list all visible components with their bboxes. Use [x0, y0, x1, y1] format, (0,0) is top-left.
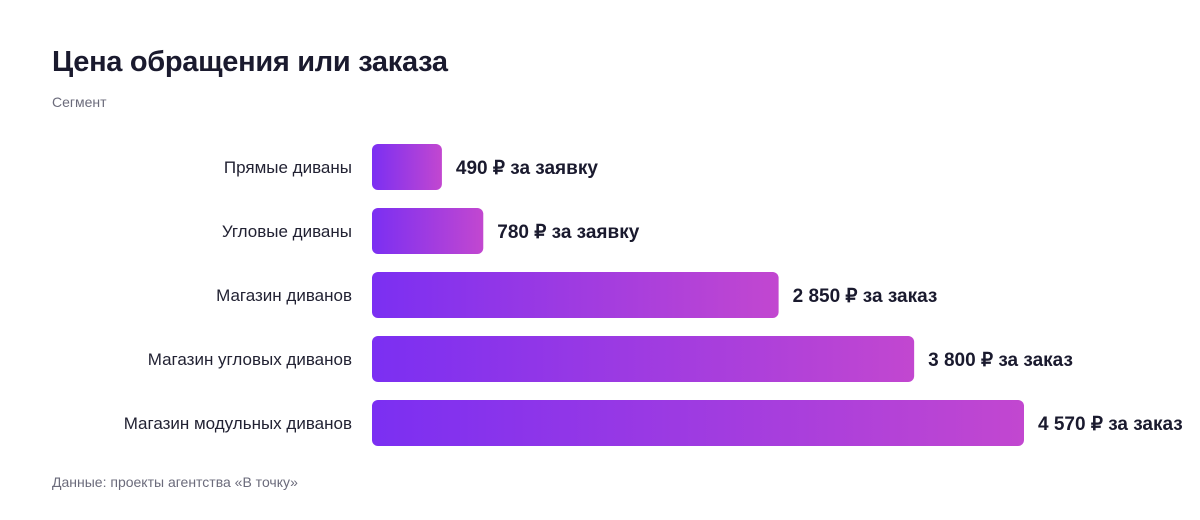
category-label: Магазин диванов	[216, 286, 352, 305]
bar	[372, 272, 779, 318]
bars-layer: Прямые диваны 490 ₽ за заявку Угловые дива…	[124, 144, 1183, 446]
bar	[372, 208, 484, 254]
value-label: 4 570 ₽ за заказ	[1038, 414, 1183, 435]
category-label: Прямые диваны	[224, 158, 352, 177]
bar	[372, 400, 1024, 446]
chart-title: Цена обращения или заказа	[52, 46, 448, 78]
category-label: Магазин модульных диванов	[124, 414, 352, 433]
category-label: Угловые диваны	[222, 222, 352, 241]
value-label: 3 800 ₽ за заказ	[928, 350, 1073, 371]
category-label: Магазин угловых диванов	[148, 350, 352, 369]
bar	[372, 144, 442, 190]
data-source-note: Данные: проекты агентства «В точку»	[52, 474, 298, 490]
bar	[372, 336, 915, 382]
value-label: 490 ₽ за заявку	[456, 158, 598, 179]
chart-subtitle: Сегмент	[52, 94, 107, 110]
value-label: 2 850 ₽ за заказ	[793, 286, 938, 307]
value-label: 780 ₽ за заявку	[497, 222, 639, 243]
